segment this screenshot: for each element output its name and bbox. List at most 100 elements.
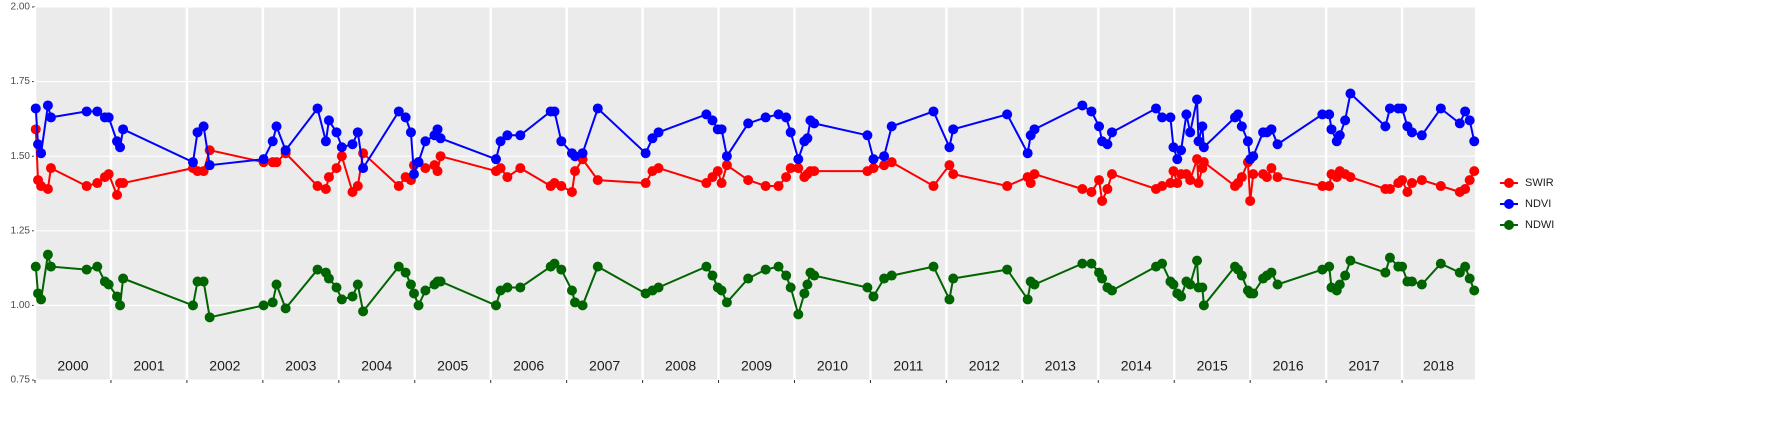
- point: [42, 184, 53, 195]
- point: [944, 160, 955, 171]
- point: [45, 261, 56, 272]
- point: [868, 291, 879, 302]
- point: [556, 136, 567, 147]
- point: [1272, 172, 1283, 183]
- point: [653, 163, 664, 174]
- point: [1416, 175, 1427, 186]
- point: [760, 112, 771, 123]
- point: [716, 285, 727, 296]
- year-label: 2003: [285, 358, 316, 374]
- point: [405, 127, 416, 138]
- point: [1176, 291, 1187, 302]
- point: [1236, 270, 1247, 281]
- point: [1464, 115, 1475, 126]
- legend-label: NDWI: [1525, 219, 1554, 231]
- point: [118, 273, 129, 284]
- point: [271, 157, 282, 168]
- point: [1198, 300, 1209, 311]
- point: [1345, 172, 1356, 183]
- point: [1397, 261, 1408, 272]
- point: [258, 154, 269, 165]
- point: [1384, 103, 1395, 114]
- point: [1397, 175, 1408, 186]
- point: [862, 130, 873, 141]
- point: [592, 103, 603, 114]
- point: [115, 142, 126, 153]
- point: [1185, 175, 1196, 186]
- point: [707, 270, 718, 281]
- year-label: 2011: [893, 358, 923, 374]
- point: [491, 154, 502, 165]
- year-label: 2017: [1349, 358, 1380, 374]
- point: [1266, 267, 1277, 278]
- point: [1094, 175, 1105, 186]
- point: [267, 136, 278, 147]
- point: [1097, 195, 1108, 206]
- point: [1193, 178, 1204, 189]
- point: [566, 187, 577, 198]
- point: [92, 261, 103, 272]
- point: [1324, 261, 1335, 272]
- point: [36, 294, 47, 305]
- point: [570, 151, 580, 162]
- point: [347, 139, 358, 150]
- point: [435, 133, 446, 144]
- point: [81, 181, 92, 192]
- point: [331, 127, 342, 138]
- legend-marker: [1504, 220, 1514, 230]
- point: [549, 106, 560, 117]
- point: [1198, 142, 1209, 153]
- point: [267, 297, 278, 308]
- point: [1197, 121, 1208, 132]
- point: [743, 175, 754, 186]
- point: [781, 112, 792, 123]
- point: [352, 127, 363, 138]
- point: [1197, 282, 1208, 293]
- point: [323, 115, 334, 126]
- point: [204, 312, 215, 323]
- point: [802, 279, 813, 290]
- point: [491, 300, 502, 311]
- point: [280, 303, 291, 314]
- point: [1002, 181, 1013, 192]
- point: [1236, 121, 1247, 132]
- point: [420, 285, 431, 296]
- year-label: 2005: [437, 358, 468, 374]
- legend-label: SWIR: [1525, 177, 1554, 189]
- year-label: 2012: [969, 358, 1000, 374]
- point: [33, 139, 44, 150]
- point: [862, 282, 873, 293]
- point: [802, 133, 813, 144]
- point: [1384, 184, 1395, 195]
- point: [556, 264, 567, 275]
- point: [435, 151, 446, 162]
- year-label: 2002: [209, 358, 240, 374]
- point: [879, 151, 890, 162]
- point: [1002, 264, 1013, 275]
- legend-marker: [1504, 199, 1514, 209]
- legend-label: NDVI: [1525, 198, 1551, 210]
- year-label: 2010: [817, 358, 848, 374]
- point: [948, 169, 959, 180]
- point: [701, 261, 712, 272]
- point: [1397, 103, 1408, 114]
- point: [1248, 169, 1259, 180]
- point: [515, 282, 526, 293]
- point: [435, 276, 446, 287]
- point: [928, 106, 939, 117]
- point: [81, 106, 92, 117]
- year-label: 2004: [361, 358, 392, 374]
- point: [549, 258, 560, 269]
- point: [1460, 106, 1471, 117]
- y-tick-label: 1.00: [11, 300, 31, 311]
- point: [1029, 169, 1040, 180]
- point: [868, 154, 879, 165]
- point: [1172, 178, 1183, 189]
- point: [331, 282, 342, 293]
- point: [1402, 187, 1413, 198]
- point: [42, 100, 53, 111]
- point: [721, 160, 732, 171]
- point: [1192, 255, 1203, 266]
- legend-marker: [1504, 178, 1514, 188]
- point: [502, 130, 513, 141]
